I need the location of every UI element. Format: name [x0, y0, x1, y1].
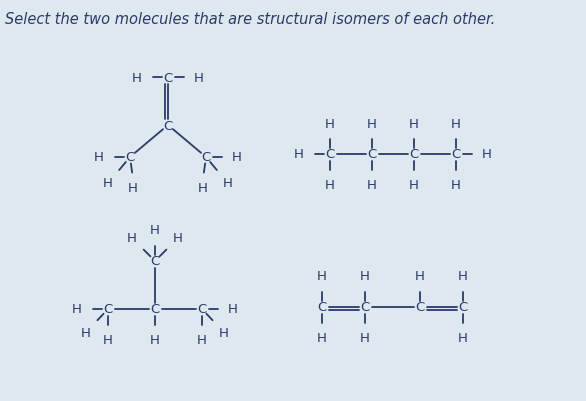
Text: H: H: [451, 179, 461, 192]
Text: H: H: [482, 148, 492, 161]
Text: C: C: [410, 148, 418, 161]
Text: H: H: [325, 179, 335, 192]
Text: H: H: [415, 270, 425, 283]
Text: H: H: [81, 327, 91, 340]
Text: H: H: [360, 332, 370, 344]
Text: C: C: [325, 148, 335, 161]
Text: C: C: [458, 301, 468, 314]
Text: H: H: [367, 117, 377, 130]
Text: H: H: [294, 148, 304, 161]
Text: C: C: [163, 71, 173, 84]
Text: H: H: [128, 182, 138, 195]
Text: H: H: [194, 71, 204, 84]
Text: H: H: [409, 179, 419, 192]
Text: C: C: [202, 151, 210, 164]
Text: H: H: [232, 151, 242, 164]
Text: C: C: [103, 303, 113, 316]
Text: H: H: [458, 332, 468, 344]
Text: H: H: [150, 334, 160, 346]
Text: H: H: [198, 182, 208, 195]
Text: H: H: [458, 270, 468, 283]
Text: H: H: [409, 117, 419, 130]
Text: C: C: [318, 301, 326, 314]
Text: C: C: [125, 151, 135, 164]
Text: H: H: [197, 334, 207, 346]
Text: C: C: [151, 303, 159, 316]
Text: C: C: [451, 148, 461, 161]
Text: H: H: [173, 232, 183, 245]
Text: C: C: [415, 301, 425, 314]
Text: C: C: [197, 303, 207, 316]
Text: C: C: [367, 148, 377, 161]
Text: C: C: [163, 119, 173, 132]
Text: H: H: [103, 334, 113, 346]
Text: H: H: [103, 177, 113, 190]
Text: H: H: [94, 151, 104, 164]
Text: H: H: [317, 270, 327, 283]
Text: C: C: [151, 255, 159, 268]
Text: H: H: [367, 179, 377, 192]
Text: H: H: [451, 117, 461, 130]
Text: H: H: [223, 177, 233, 190]
Text: H: H: [127, 232, 137, 245]
Text: H: H: [150, 224, 160, 237]
Text: C: C: [360, 301, 370, 314]
Text: H: H: [219, 327, 229, 340]
Text: H: H: [132, 71, 142, 84]
Text: H: H: [228, 303, 238, 316]
Text: H: H: [325, 117, 335, 130]
Text: H: H: [317, 332, 327, 344]
Text: H: H: [72, 303, 82, 316]
Text: Select the two molecules that are structural isomers of each other.: Select the two molecules that are struct…: [5, 12, 495, 27]
Text: H: H: [360, 270, 370, 283]
